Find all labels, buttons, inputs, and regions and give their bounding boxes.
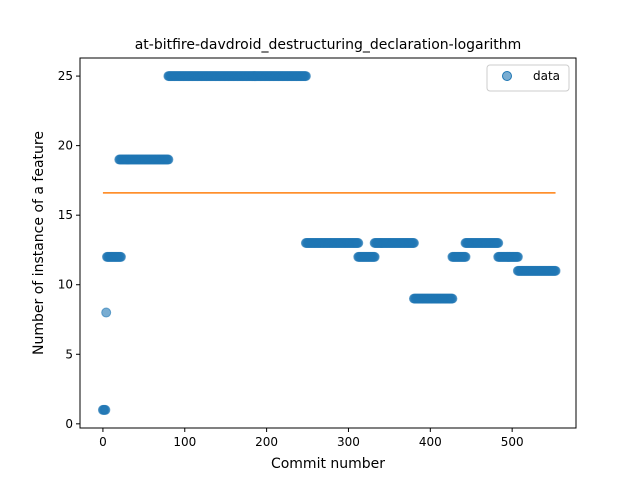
y-tick-label: 10: [58, 278, 73, 292]
y-axis: 0 5 10 15 20 25: [58, 69, 80, 431]
data-point: [369, 251, 380, 262]
x-tick-label: 500: [501, 435, 524, 449]
x-tick-label: 400: [419, 435, 442, 449]
data-point: [460, 251, 471, 262]
x-axis-label: Commit number: [271, 456, 385, 472]
y-tick-label: 20: [58, 139, 73, 153]
legend: data: [486, 64, 570, 92]
x-tick-label: 100: [173, 435, 196, 449]
chart-title: at-bitfire-davdroid_destructuring_declar…: [135, 37, 522, 53]
data-point: [115, 251, 126, 262]
data-point: [100, 404, 111, 415]
plot-area: [97, 71, 561, 415]
data-point: [101, 307, 112, 318]
data-point: [163, 154, 174, 165]
y-tick-label: 25: [58, 69, 73, 83]
y-tick-label: 5: [65, 347, 73, 361]
x-tick-label: 200: [255, 435, 278, 449]
data-point: [408, 238, 419, 248]
legend-label: data: [533, 69, 560, 83]
axes-frame: [79, 57, 577, 429]
legend-marker: [502, 71, 512, 81]
x-axis: 0 100 200 300 400 500: [99, 428, 524, 449]
data-point: [493, 238, 504, 248]
data-point: [353, 238, 364, 248]
data-point: [512, 251, 523, 262]
x-tick-label: 0: [99, 435, 107, 449]
data-point: [550, 265, 561, 276]
y-axis-label: Number of instance of a feature: [31, 131, 47, 355]
y-tick-label: 15: [58, 208, 73, 222]
x-tick-label: 300: [337, 435, 360, 449]
data-point: [300, 71, 311, 82]
data-point: [447, 293, 458, 304]
y-tick-label: 0: [65, 417, 73, 431]
